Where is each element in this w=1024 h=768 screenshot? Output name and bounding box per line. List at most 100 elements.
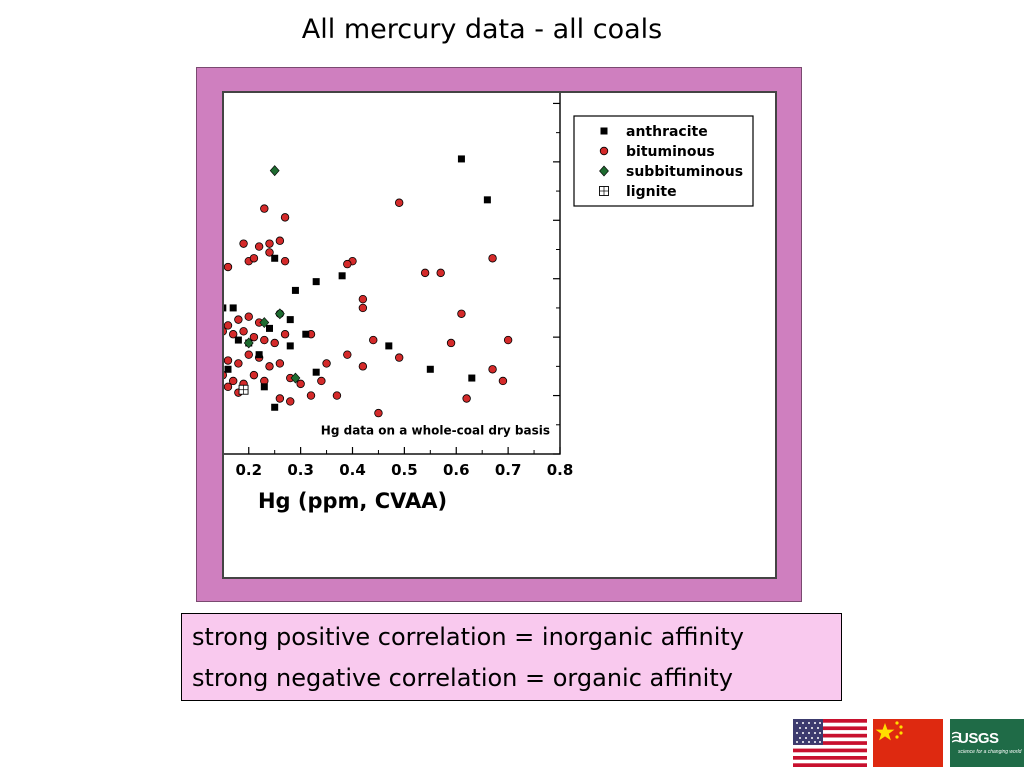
anthracite-point (312, 278, 320, 286)
legend-label-bituminous: bituminous (626, 144, 715, 160)
bituminous-point (280, 256, 290, 266)
anthracite-point (426, 365, 434, 373)
subbituminous-point (259, 317, 270, 328)
bituminous-point (369, 335, 378, 345)
anthracite-point (302, 330, 310, 338)
lignite-point (238, 384, 249, 395)
chart-annotation: Hg data on a whole-coal dry basis (321, 424, 550, 438)
bituminous-point (224, 321, 233, 330)
anthracite-point (457, 155, 465, 163)
usgs-tagline: science for a changing world (958, 749, 1022, 755)
anthracite-point (255, 351, 263, 359)
bituminous-point (270, 338, 279, 348)
china-flag-logo (873, 719, 943, 767)
bituminous-point (249, 370, 259, 380)
bituminous-point (286, 397, 295, 406)
bituminous-point (343, 350, 352, 359)
bituminous-point (228, 376, 238, 386)
subbituminous-point (274, 308, 285, 320)
bituminous-point (332, 391, 342, 400)
bituminous-point (322, 359, 331, 368)
anthracite-point (291, 286, 299, 294)
correlation-note-box: strong positive correlation = inorganic … (181, 613, 842, 701)
bituminous-point (436, 268, 445, 278)
anthracite-point (483, 196, 491, 204)
anthracite-point (224, 365, 232, 373)
legend-marker-anthracite (600, 127, 608, 135)
bituminous-point (224, 371, 228, 380)
bituminous-point (265, 362, 274, 371)
legend-label-subbituminous: subbituminous (626, 164, 743, 180)
x-tick-label: 0.3 (287, 461, 314, 479)
bituminous-point (260, 335, 269, 345)
subbituminous-point (243, 337, 254, 349)
legend-label-anthracite: anthracite (626, 124, 708, 140)
subbituminous-point (290, 372, 301, 384)
subbituminous-point (269, 165, 280, 177)
bituminous-point (275, 359, 285, 368)
bituminous-point (280, 330, 290, 339)
bituminous-point (280, 213, 290, 222)
bituminous-point (358, 294, 368, 304)
bituminous-point (228, 330, 238, 339)
scatter-chart: 00.10.20.30.40.50.60.70.8010203040506070… (224, 93, 754, 513)
anthracite-point (286, 342, 294, 350)
x-tick-label: 0.5 (391, 461, 418, 479)
x-tick-label: 0.7 (495, 461, 522, 479)
usgs-wave-icon (952, 731, 960, 743)
bituminous-point (244, 312, 253, 321)
legend-marker-subbituminous (599, 165, 609, 177)
legend-marker-bituminous (599, 146, 609, 156)
bituminous-point (234, 359, 243, 368)
bituminous-point (374, 408, 383, 418)
anthracite-point (229, 304, 237, 312)
x-tick-label: 0.4 (339, 461, 366, 479)
us-flag-logo (793, 719, 867, 767)
anthracite-point (271, 403, 279, 411)
bituminous-point (239, 239, 248, 248)
bituminous-point (224, 356, 233, 365)
bituminous-point (275, 394, 285, 403)
anthracite-point (468, 374, 476, 382)
bituminous-point (488, 365, 497, 374)
x-tick-label: 0.6 (443, 461, 470, 479)
note-negative-correlation: strong negative correlation = organic af… (192, 664, 733, 692)
bituminous-point (317, 376, 326, 386)
bituminous-point (244, 350, 253, 359)
bituminous-point (358, 362, 368, 371)
note-positive-correlation: strong positive correlation = inorganic … (192, 623, 744, 651)
x-axis-label: Hg (ppm, CVAA) (258, 489, 447, 513)
anthracite-point (234, 336, 242, 344)
bituminous-point (265, 239, 274, 248)
legend-label-lignite: lignite (626, 184, 677, 200)
legend-marker-lignite (599, 186, 609, 196)
bituminous-point (249, 332, 259, 342)
chart-panel: 00.10.20.30.40.50.60.70.8010203040506070… (222, 91, 777, 579)
slide-title: All mercury data - all coals (301, 14, 663, 45)
bituminous-point (239, 327, 248, 336)
bituminous-point (254, 242, 264, 251)
bituminous-point (446, 338, 456, 348)
chart-frame: 00.10.20.30.40.50.60.70.8010203040506070… (196, 67, 802, 602)
plot-area-border (224, 93, 561, 455)
bituminous-point (420, 268, 430, 278)
anthracite-point (286, 316, 294, 324)
anthracite-point (271, 254, 279, 262)
anthracite-point (338, 272, 346, 280)
usgs-wordmark: USGS (958, 730, 999, 747)
anthracite-point (266, 324, 273, 332)
bituminous-point (498, 376, 508, 386)
anthracite-point (385, 342, 393, 350)
bituminous-point (275, 236, 285, 245)
bituminous-point (343, 259, 352, 269)
bituminous-point (224, 382, 233, 392)
bituminous-point (265, 248, 274, 257)
bituminous-point (457, 309, 466, 318)
bituminous-point (394, 198, 404, 207)
x-tick-label: 0.8 (547, 461, 574, 479)
bituminous-point (358, 303, 368, 313)
bituminous-point (488, 254, 497, 263)
bituminous-point (234, 315, 243, 324)
bituminous-point (503, 335, 513, 345)
bituminous-point (296, 379, 305, 389)
